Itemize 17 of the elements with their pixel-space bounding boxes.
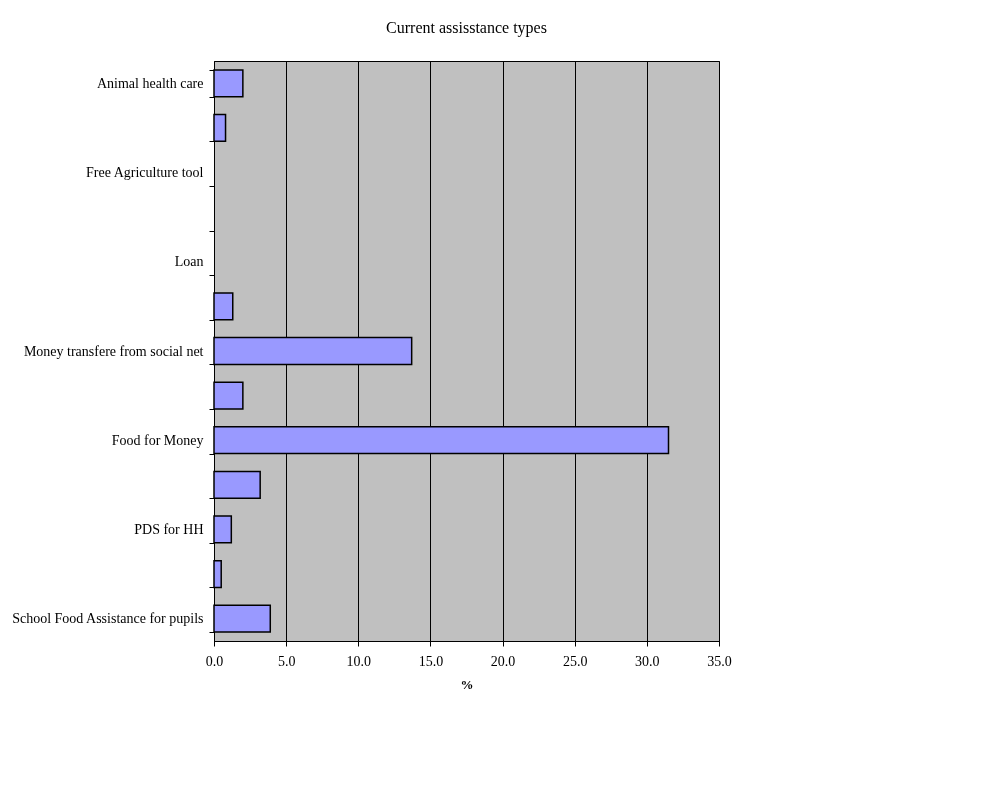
x-tick-label: 20.0 bbox=[490, 653, 516, 669]
y-tick-label: Animal health care bbox=[96, 75, 204, 91]
x-tick-label: 25.0 bbox=[562, 653, 588, 669]
x-tick-label: 10.0 bbox=[346, 653, 372, 669]
x-tick-label: 30.0 bbox=[635, 653, 660, 669]
x-tick-label: 0.0 bbox=[205, 653, 224, 669]
x-tick-label: 5.0 bbox=[277, 653, 296, 669]
chart-title: Current assisstance types bbox=[386, 19, 547, 37]
x-axis-title: % bbox=[460, 676, 474, 692]
y-tick-label: PDS for HH bbox=[134, 521, 204, 537]
x-tick-label: 15.0 bbox=[418, 653, 444, 669]
y-tick-label: Food for Money bbox=[111, 432, 204, 448]
y-tick-label: Money transfere from social net bbox=[23, 343, 204, 359]
y-tick-label: Free Agriculture tool bbox=[86, 165, 204, 181]
y-tick-label: School Food Assistance for pupils bbox=[12, 611, 204, 627]
y-tick-label: Loan bbox=[174, 254, 204, 270]
x-tick-label: 35.0 bbox=[707, 653, 732, 669]
